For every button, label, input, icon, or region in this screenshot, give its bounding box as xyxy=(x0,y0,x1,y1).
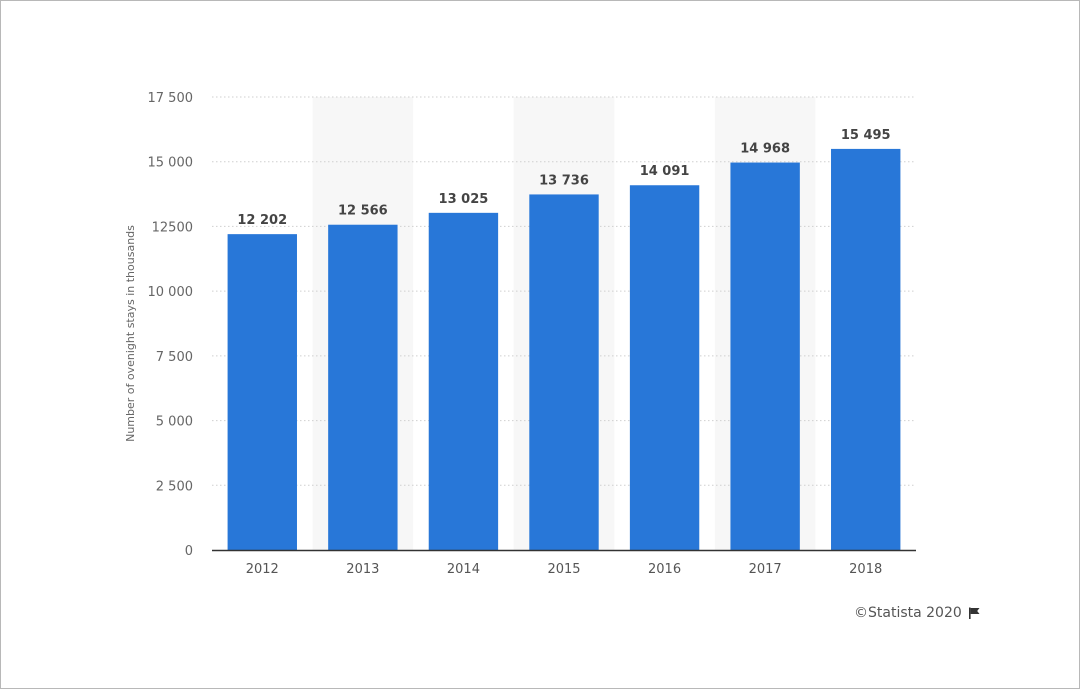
x-tick-label: 2018 xyxy=(849,562,882,577)
y-tick-label: 7 500 xyxy=(156,350,193,365)
y-tick-label: 2 500 xyxy=(156,479,193,494)
bars xyxy=(227,148,901,551)
bar[interactable] xyxy=(730,162,800,550)
x-tick-label: 2016 xyxy=(648,562,681,577)
bar[interactable] xyxy=(328,224,398,551)
value-label: 15 495 xyxy=(841,128,891,143)
credit-text: ©Statista 2020 xyxy=(854,605,962,621)
y-axis-title: Number of ovenight stays in thousands xyxy=(124,225,137,442)
bar[interactable] xyxy=(629,185,700,551)
y-tick-label: 17 500 xyxy=(148,91,194,106)
value-label: 14 091 xyxy=(640,164,690,179)
x-axis-ticks: 2012 2013 2014 2015 2016 2017 2018 xyxy=(246,562,883,577)
statista-credit[interactable]: ©Statista 2020 xyxy=(854,605,980,621)
flag-icon[interactable] xyxy=(968,607,980,619)
x-tick-label: 2015 xyxy=(547,562,580,577)
bar[interactable] xyxy=(529,194,599,550)
x-tick-label: 2014 xyxy=(447,562,480,577)
x-tick-label: 2012 xyxy=(246,562,279,577)
y-tick-label: 15 000 xyxy=(148,156,194,171)
value-label: 14 968 xyxy=(740,142,790,157)
value-label: 12 202 xyxy=(237,213,287,228)
x-tick-label: 2017 xyxy=(749,562,782,577)
y-tick-label: 5 000 xyxy=(156,415,193,430)
y-tick-label: 10 000 xyxy=(148,285,194,300)
value-label: 13 025 xyxy=(439,192,489,207)
y-tick-label: 12500 xyxy=(152,220,193,235)
bar[interactable] xyxy=(831,148,901,550)
value-label: 12 566 xyxy=(338,204,388,219)
y-tick-label: 0 xyxy=(185,544,193,559)
bar[interactable] xyxy=(227,234,297,550)
value-labels: 12 202 12 566 13 025 13 736 14 091 14 968 15 4… xyxy=(237,128,890,228)
x-tick-label: 2013 xyxy=(346,562,379,577)
bar[interactable] xyxy=(428,212,499,551)
value-label: 13 736 xyxy=(539,173,589,188)
y-axis-ticks: 0 2 500 5 000 7 500 10 000 12500 15 000 17 500 xyxy=(148,91,194,559)
